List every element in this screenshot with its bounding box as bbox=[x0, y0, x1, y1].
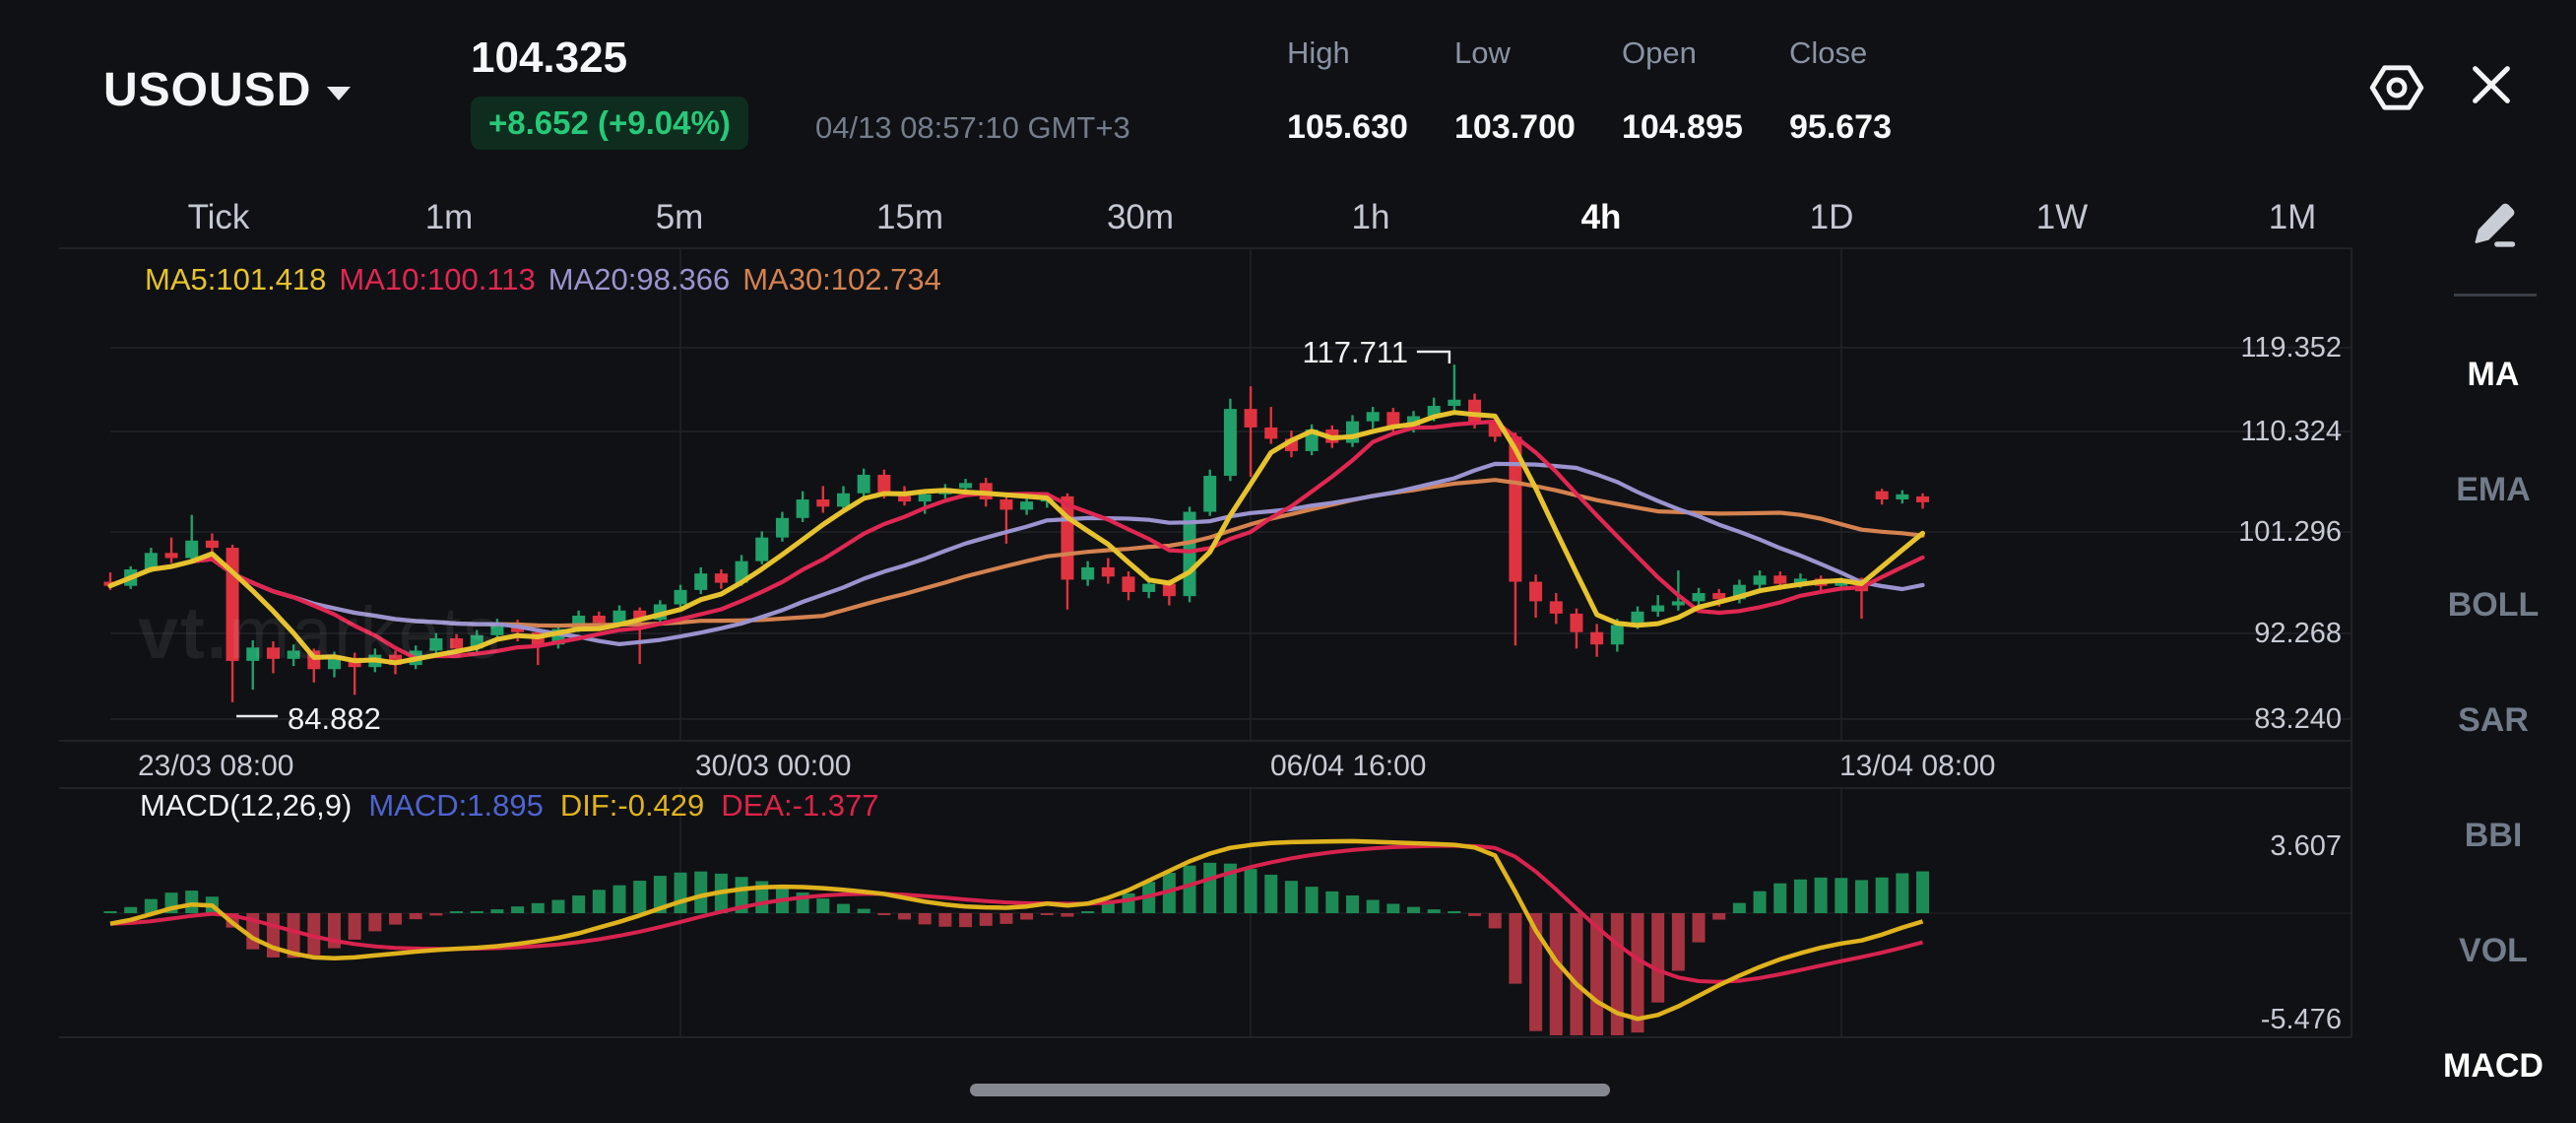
sidebar-item-macd[interactable]: MACD bbox=[2443, 1047, 2544, 1085]
tab-1h[interactable]: 1h bbox=[1351, 198, 1390, 236]
tab-30m[interactable]: 30m bbox=[1106, 198, 1175, 236]
tab-1d[interactable]: 1D bbox=[1809, 198, 1854, 236]
price-tick: 83.240 bbox=[2254, 703, 2342, 735]
macd-legend-item-1: MACD:1.895 bbox=[368, 788, 544, 823]
stat-label: Low bbox=[1454, 35, 1511, 70]
settings-button[interactable] bbox=[2366, 57, 2435, 126]
stat-high: High 105.630 bbox=[1287, 35, 1454, 147]
sidebar-item-ma[interactable]: MA bbox=[2467, 356, 2520, 393]
time-tick: 30/03 00:00 bbox=[695, 750, 852, 782]
low-price-annotation: 84.882 bbox=[288, 701, 381, 736]
macd-tick: -5.476 bbox=[2260, 1004, 2342, 1035]
stat-label: Close bbox=[1789, 35, 1868, 70]
sidebar-item-bbi[interactable]: BBI bbox=[2464, 817, 2523, 854]
chart-scrollbar-handle[interactable] bbox=[970, 1084, 1610, 1096]
change-badge: +8.652 (+9.04%) bbox=[471, 97, 748, 150]
time-tick: 23/03 08:00 bbox=[138, 750, 294, 782]
stat-value: 105.630 bbox=[1287, 108, 1408, 146]
macd-legend-item-2: DIF:-0.429 bbox=[559, 788, 705, 823]
stat-label: Open bbox=[1622, 35, 1697, 70]
symbol-selector[interactable]: USOUSD bbox=[103, 63, 352, 117]
ma-legend-item-3: MA30:102.734 bbox=[742, 262, 941, 297]
tab-tick[interactable]: Tick bbox=[187, 198, 250, 236]
timeframe-tabs: Tick 1m 5m 15m 30m 1h 4h 1D 1W 1M bbox=[103, 187, 2408, 248]
edit-indicators-button[interactable] bbox=[2466, 197, 2521, 252]
stat-value: 103.700 bbox=[1454, 108, 1576, 146]
macd-tick: 3.607 bbox=[2270, 830, 2342, 862]
tab-5m[interactable]: 5m bbox=[655, 198, 704, 236]
tab-1m[interactable]: 1m bbox=[424, 198, 474, 236]
tab-1w[interactable]: 1W bbox=[2035, 198, 2089, 236]
stat-low: Low 103.700 bbox=[1454, 35, 1622, 147]
stat-value: 95.673 bbox=[1789, 108, 1892, 146]
symbol-name: USOUSD bbox=[103, 64, 312, 116]
tab-15m[interactable]: 15m bbox=[875, 198, 944, 236]
price-tick: 92.268 bbox=[2254, 618, 2342, 649]
macd-legend: MACD(12,26,9) MACD:1.895 DIF:-0.429 DEA:-1.… bbox=[140, 788, 879, 824]
stat-label: High bbox=[1287, 35, 1350, 70]
sidebar-item-sar[interactable]: SAR bbox=[2458, 701, 2529, 739]
high-price-annotation: 117.711 bbox=[1302, 335, 1408, 369]
ma-legend-item-2: MA20:98.366 bbox=[547, 262, 731, 297]
stat-open: Open 104.895 bbox=[1622, 35, 1789, 147]
time-tick: 06/04 16:00 bbox=[1270, 750, 1427, 782]
last-price: 104.325 bbox=[471, 33, 628, 82]
stat-close: Close 95.673 bbox=[1789, 35, 1957, 147]
close-button[interactable] bbox=[2464, 57, 2533, 126]
price-tick: 110.324 bbox=[2240, 416, 2342, 447]
gear-icon bbox=[2369, 65, 2424, 110]
price-tick: 101.296 bbox=[2238, 516, 2342, 548]
sidebar-item-vol[interactable]: VOL bbox=[2459, 932, 2528, 969]
close-icon bbox=[2473, 66, 2510, 103]
ma-legend: MA5:101.418 MA10:100.113 MA20:98.366 MA30:1… bbox=[145, 262, 941, 297]
price-tick: 119.352 bbox=[2240, 332, 2342, 363]
tab-1m[interactable]: 1M bbox=[2268, 198, 2317, 236]
macd-legend-item-3: DEA:-1.377 bbox=[721, 788, 879, 823]
broker-watermark: vt.markets bbox=[138, 592, 502, 674]
tab-4h[interactable]: 4h bbox=[1580, 198, 1622, 236]
stat-value: 104.895 bbox=[1622, 108, 1743, 146]
ohlc-stats: High 105.630 Low 103.700 Open 104.895 Close 95.… bbox=[1287, 35, 1957, 147]
ma-legend-item-1: MA10:100.113 bbox=[339, 262, 536, 297]
sidebar-divider bbox=[2454, 294, 2537, 297]
chevron-down-icon bbox=[327, 86, 352, 100]
time-tick: 13/04 08:00 bbox=[1839, 750, 1996, 782]
ma-legend-item-0: MA5:101.418 bbox=[145, 262, 327, 297]
sidebar-item-boll[interactable]: BOLL bbox=[2447, 586, 2540, 624]
macd-legend-item-0: MACD(12,26,9) bbox=[140, 788, 353, 823]
sidebar-item-ema[interactable]: EMA bbox=[2456, 471, 2531, 508]
quote-timestamp: 04/13 08:57:10 GMT+3 bbox=[815, 110, 1130, 145]
